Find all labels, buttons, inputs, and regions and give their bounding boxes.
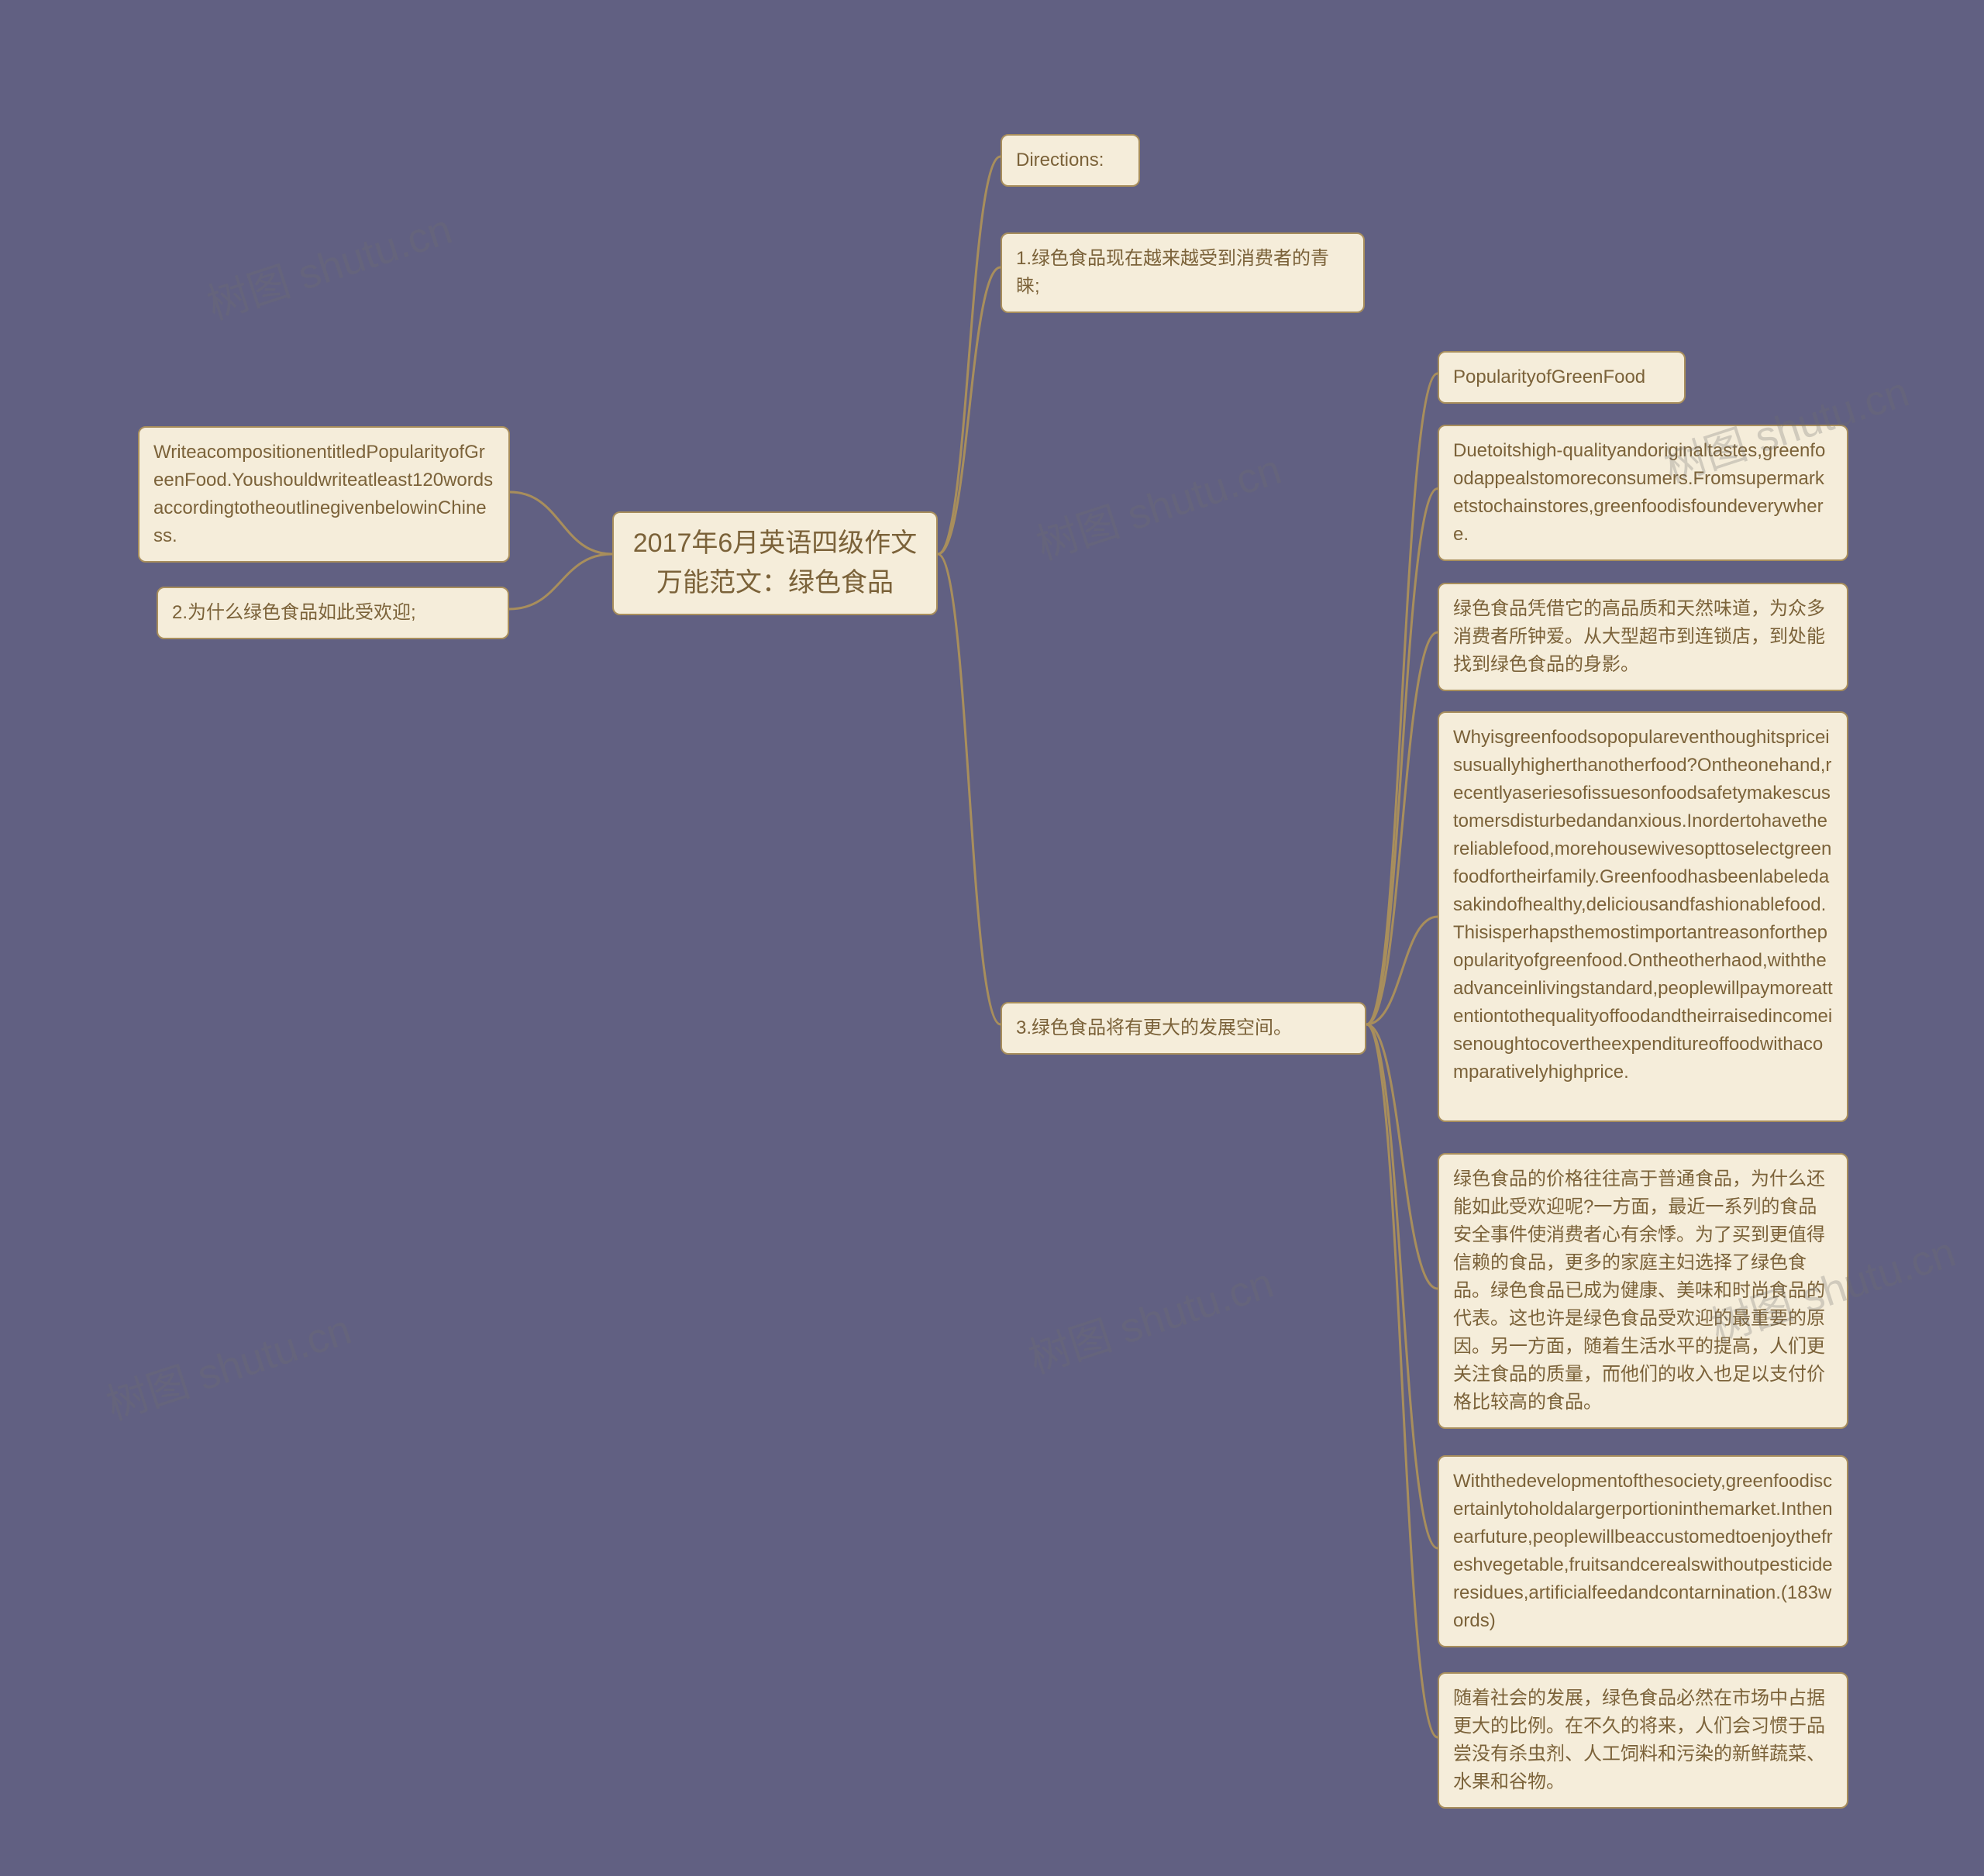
node-r3[interactable]: 3.绿色食品将有更大的发展空间。	[1001, 1002, 1366, 1055]
node-l1[interactable]: WriteacompositionentitledPopularityofGre…	[138, 426, 510, 563]
node-l2[interactable]: 2.为什么绿色食品如此受欢迎;	[157, 587, 509, 639]
node-r2[interactable]: 1.绿色食品现在越来越受到消费者的青睐;	[1001, 232, 1365, 313]
watermark: 树图 shutu.cn	[1028, 435, 1288, 571]
node-r3a[interactable]: PopularityofGreenFood	[1438, 351, 1686, 404]
watermark: 树图 shutu.cn	[1020, 1248, 1280, 1385]
node-r3c[interactable]: 绿色食品凭借它的高品质和天然味道，为众多消费者所钟爱。从大型超市到连锁店，到处能…	[1438, 583, 1848, 691]
watermark: 树图 shutu.cn	[198, 194, 459, 331]
node-r3d[interactable]: Whyisgreenfoodsopopulareventhoughitspric…	[1438, 711, 1848, 1122]
node-r3f[interactable]: Withthedevelopmentofthesociety,greenfood…	[1438, 1455, 1848, 1647]
watermark: 树图 shutu.cn	[98, 1295, 358, 1431]
root-node[interactable]: 2017年6月英语四级作文万能范文：绿色食品	[612, 511, 938, 615]
node-r3b[interactable]: Duetoitshigh-qualityandoriginaltastes,gr…	[1438, 425, 1848, 561]
node-r1[interactable]: Directions:	[1001, 134, 1140, 187]
node-r3e[interactable]: 绿色食品的价格往往高于普通食品，为什么还能如此受欢迎呢?一方面，最近一系列的食品…	[1438, 1153, 1848, 1429]
mindmap-canvas: 2017年6月英语四级作文万能范文：绿色食品 Writeacompositione…	[0, 0, 1984, 1876]
node-r3g[interactable]: 随着社会的发展，绿色食品必然在市场中占据更大的比例。在不久的将来，人们会习惯于品…	[1438, 1672, 1848, 1809]
